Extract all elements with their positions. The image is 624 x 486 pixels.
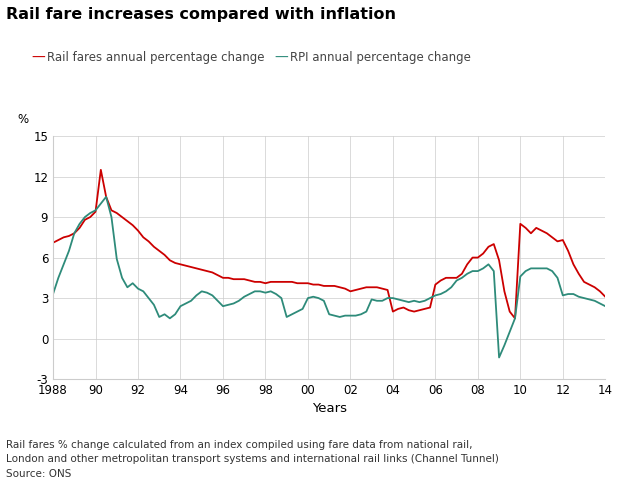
Rail fares annual percentage change [293,280,301,286]
Rail fares annual percentage change [602,294,609,300]
Rail fares annual percentage change [49,240,57,245]
RPI annual percentage change [267,288,275,294]
Text: —: — [275,51,288,65]
Text: London and other metropolitan transport systems and international rail links (Ch: London and other metropolitan transport … [6,454,499,465]
Rail fares annual percentage change [55,237,62,243]
Text: Rail fare increases compared with inflation: Rail fare increases compared with inflat… [6,7,396,22]
Rail fares annual percentage change [458,271,466,277]
RPI annual percentage change [129,280,137,286]
Text: —: — [31,51,45,65]
Text: Source: ONS: Source: ONS [6,469,72,479]
Rail fares annual percentage change [511,315,519,321]
RPI annual percentage change [55,275,62,281]
RPI annual percentage change [293,309,301,314]
Text: Rail fares annual percentage change: Rail fares annual percentage change [47,51,265,64]
Rail fares annual percentage change [267,279,275,285]
RPI annual percentage change [602,303,609,309]
Line: RPI annual percentage change: RPI annual percentage change [53,197,605,358]
Text: Rail fares % change calculated from an index compiled using fare data from natio: Rail fares % change calculated from an i… [6,440,473,450]
RPI annual percentage change [453,278,461,283]
RPI annual percentage change [458,275,466,281]
Text: RPI annual percentage change: RPI annual percentage change [290,51,471,64]
X-axis label: Years: Years [311,402,347,416]
Rail fares annual percentage change [453,275,461,281]
Rail fares annual percentage change [129,222,137,228]
Line: Rail fares annual percentage change: Rail fares annual percentage change [53,170,605,318]
RPI annual percentage change [102,194,110,200]
Text: %: % [17,113,28,126]
RPI annual percentage change [49,291,57,297]
Rail fares annual percentage change [97,167,105,173]
RPI annual percentage change [495,355,503,361]
